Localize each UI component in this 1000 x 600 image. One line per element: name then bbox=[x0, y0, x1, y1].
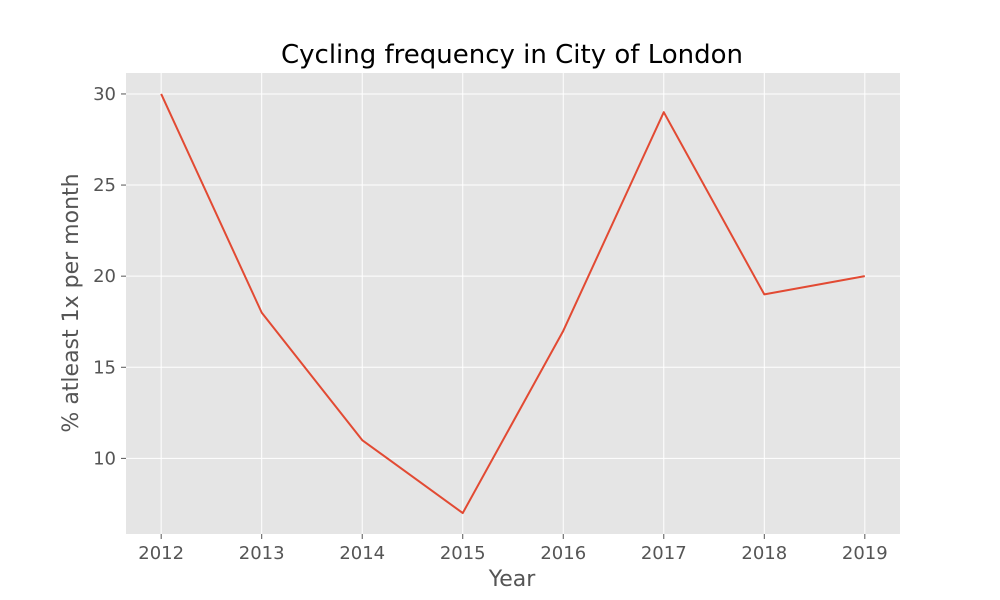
x-tick-label: 2015 bbox=[440, 543, 486, 564]
plot-background bbox=[126, 73, 900, 534]
x-axis-label: Year bbox=[488, 567, 537, 592]
y-tick-label: 20 bbox=[93, 266, 116, 287]
x-ticks: 2012 2013 2014 2015 2016 2017 2018 2019 bbox=[138, 534, 888, 564]
series-line bbox=[160, 93, 865, 515]
series-group bbox=[160, 93, 865, 515]
y-tick-label: 30 bbox=[93, 84, 116, 105]
x-tick-label: 2013 bbox=[239, 543, 285, 564]
chart-title: Cycling frequency in City of London bbox=[281, 40, 743, 70]
y-axis-label: % atleast 1x per month bbox=[59, 173, 84, 432]
y-tick-label: 10 bbox=[93, 448, 116, 469]
x-tick-label: 2016 bbox=[540, 543, 586, 564]
grid bbox=[126, 73, 900, 534]
x-tick-label: 2017 bbox=[641, 543, 687, 564]
x-tick-label: 2019 bbox=[842, 543, 888, 564]
y-ticks: 10 15 20 25 30 bbox=[93, 84, 126, 469]
x-tick-label: 2012 bbox=[138, 543, 184, 564]
y-tick-label: 25 bbox=[93, 175, 116, 196]
x-tick-label: 2018 bbox=[741, 543, 787, 564]
x-tick-label: 2014 bbox=[339, 543, 385, 564]
y-tick-label: 15 bbox=[93, 357, 116, 378]
